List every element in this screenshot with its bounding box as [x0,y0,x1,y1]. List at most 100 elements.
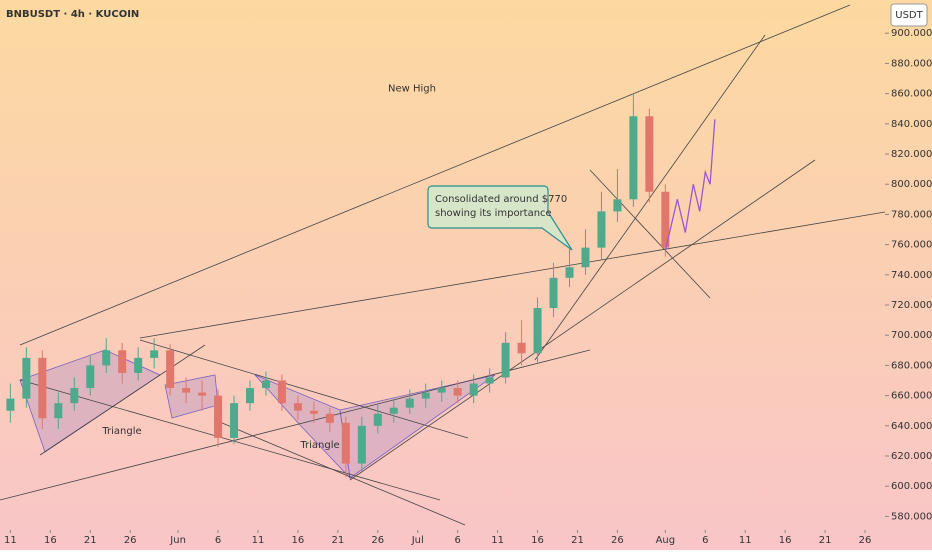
candle-body [581,247,590,268]
candle-body [341,422,350,464]
x-tick-label: 16 [292,535,305,546]
y-tick-label: 820.000 [891,149,932,160]
x-tick-label: 21 [819,535,832,546]
trend-line [214,419,466,526]
candle-body [485,377,494,384]
unit-box [890,3,928,27]
trend-line [589,169,711,299]
x-tick-label: 11 [252,535,265,546]
x-tick-label: 6 [454,535,460,546]
candle-body [661,191,670,248]
x-tick-label: 16 [44,535,57,546]
x-tick-label: 6 [702,535,708,546]
trend-line [0,349,591,501]
x-tick-label: Aug [656,535,676,546]
pattern-label: Triangle [101,426,141,437]
trend-line [139,339,469,439]
x-tick-label: 26 [371,535,384,546]
candle-body [389,407,398,414]
candle-body [613,199,622,212]
candle-body [645,116,654,192]
candle-body [501,342,510,378]
candle-body [230,403,239,438]
candle-body [261,380,270,389]
chart-title: BNBUSDT · 4h · KUCOIN [6,9,139,20]
callout-text: showing its importance [435,208,552,219]
x-tick-label: 6 [215,535,221,546]
y-tick-label: 600.000 [891,481,932,492]
trend-line [39,344,206,456]
candle-body [421,392,430,399]
y-tick-label: 900.000 [891,28,932,39]
candle-body [102,350,111,366]
candle-body [134,357,143,373]
y-tick-label: 640.000 [891,421,932,432]
x-tick-label: 16 [531,535,544,546]
candle-body [533,308,542,354]
candle-body [22,357,31,399]
candle-body [70,388,79,404]
candle-body [405,398,414,408]
candle-body [469,383,478,396]
trend-line [349,159,816,481]
candle-body [38,357,47,419]
y-tick-label: 880.000 [891,58,932,69]
candle-body [293,403,302,411]
candle-body [150,350,159,358]
pattern-label: Triangle [299,440,339,451]
zone-label: New High [388,84,436,95]
y-tick-label: 580.000 [891,511,932,522]
x-tick-label: 26 [124,535,137,546]
candle-body [357,425,366,464]
x-tick-label: 16 [779,535,792,546]
candle-body [246,388,255,404]
x-tick-label: 21 [571,535,584,546]
y-tick-label: 620.000 [891,451,932,462]
candle-body [453,388,462,396]
y-tick-label: 680.000 [891,360,932,371]
x-tick-label: 26 [611,535,624,546]
x-tick-label: Jun [169,535,186,546]
y-tick-label: 660.000 [891,391,932,402]
candle-body [54,403,63,419]
candle-body [309,410,318,414]
candle-body [277,380,286,404]
y-tick-label: 800.000 [891,179,932,190]
candle-body [166,350,175,389]
y-tick-label: 860.000 [891,89,932,100]
y-tick-label: 740.000 [891,270,932,281]
patterns [0,4,886,526]
x-tick-label: 21 [331,535,344,546]
candle-body [325,413,334,423]
candle-body [118,350,127,373]
y-tick-label: 840.000 [891,119,932,130]
trend-line [534,34,766,361]
candle-body [182,388,191,393]
y-tick-label: 700.000 [891,330,932,341]
x-tick-label: 11 [491,535,504,546]
candle-body [6,398,15,411]
candle-body [549,277,558,309]
callout-text: Consolidated around $770 [435,194,567,205]
unit-label: USDT [895,10,923,21]
x-tick-label: 11 [4,535,17,546]
x-tick-label: 11 [739,535,752,546]
candle-body [214,395,223,438]
x-tick-label: 26 [859,535,872,546]
x-tick-label: Jul [411,535,424,546]
candle-body [373,413,382,426]
callout-box [427,185,573,251]
candle-body [86,365,95,389]
candle-body [437,388,446,393]
trend-line [19,379,441,501]
y-tick-label: 780.000 [891,209,932,220]
trend-line [19,4,851,346]
candle-body [565,267,574,278]
y-tick-label: 720.000 [891,300,932,311]
x-tick-label: 21 [84,535,97,546]
trend-line [139,211,886,339]
candle-body [597,211,606,248]
